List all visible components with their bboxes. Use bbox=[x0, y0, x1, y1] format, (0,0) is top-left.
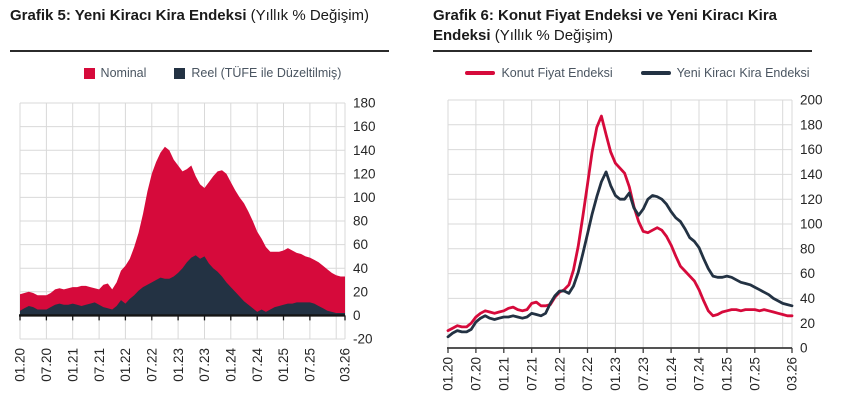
svg-text:01.22: 01.22 bbox=[552, 357, 567, 391]
chart-panel-grafik6: Grafik 6: Konut Fiyat Endeksi ve Yeni Ki… bbox=[425, 0, 850, 411]
chart-panel-grafik5: Grafik 5: Yeni Kiracı Kira Endeksi (Yıll… bbox=[0, 6, 425, 382]
konut-fiyat-legend-line-icon bbox=[465, 71, 496, 75]
svg-text:01.24: 01.24 bbox=[224, 348, 239, 382]
svg-text:07.23: 07.23 bbox=[197, 348, 212, 382]
legend-grafik6: Konut Fiyat Endeksi Yeni Kiracı Kira End… bbox=[425, 64, 850, 82]
legend-label-reel: Reel (TÜFE ile Düzeltilmiş) bbox=[191, 66, 342, 80]
svg-text:160: 160 bbox=[800, 142, 823, 157]
svg-text:01.24: 01.24 bbox=[664, 357, 679, 391]
svg-text:80: 80 bbox=[800, 241, 815, 256]
svg-text:01.25: 01.25 bbox=[276, 348, 291, 382]
legend-item-nominal: Nominal bbox=[83, 66, 147, 80]
svg-text:01.21: 01.21 bbox=[65, 348, 80, 382]
svg-text:100: 100 bbox=[353, 190, 376, 205]
svg-text:60: 60 bbox=[800, 266, 815, 281]
svg-text:140: 140 bbox=[353, 143, 376, 158]
svg-text:180: 180 bbox=[353, 96, 376, 111]
legend-item-konut-fiyat: Konut Fiyat Endeksi bbox=[465, 66, 613, 80]
svg-text:60: 60 bbox=[353, 237, 368, 252]
svg-text:07.23: 07.23 bbox=[636, 357, 651, 391]
svg-text:07.21: 07.21 bbox=[524, 357, 539, 391]
chart-title-bold: Grafik 6: Konut Fiyat Endeksi ve Yeni Ki… bbox=[433, 7, 778, 44]
legend-item-reel: Reel (TÜFE ile Düzeltilmiş) bbox=[174, 66, 341, 80]
chart-title-grafik5: Grafik 5: Yeni Kiracı Kira Endeksi (Yıll… bbox=[10, 6, 389, 52]
svg-text:07.21: 07.21 bbox=[92, 348, 107, 382]
svg-text:120: 120 bbox=[353, 166, 376, 181]
svg-text:120: 120 bbox=[800, 192, 823, 207]
svg-text:01.20: 01.20 bbox=[441, 357, 456, 391]
chart-title-subtitle: (Yıllık % Değişim) bbox=[490, 26, 614, 44]
svg-text:07.24: 07.24 bbox=[692, 357, 707, 391]
reel-legend-swatch-icon bbox=[174, 67, 186, 79]
svg-text:200: 200 bbox=[800, 93, 823, 108]
yeni-kiraci-kira-endeksi-area-chart: 180 160 140 120 100 80 60 40 20 0 -20 01.20 07.20 01.… bbox=[13, 96, 376, 382]
svg-text:140: 140 bbox=[800, 167, 823, 182]
svg-text:01.23: 01.23 bbox=[608, 357, 623, 391]
svg-text:03.26: 03.26 bbox=[785, 357, 800, 391]
svg-text:07.20: 07.20 bbox=[39, 348, 54, 382]
svg-text:07.24: 07.24 bbox=[250, 348, 265, 382]
svg-text:01.21: 01.21 bbox=[497, 357, 512, 391]
svg-text:07.22: 07.22 bbox=[580, 357, 595, 391]
svg-text:180: 180 bbox=[800, 117, 823, 132]
svg-text:01.20: 01.20 bbox=[13, 348, 28, 382]
svg-text:03.26: 03.26 bbox=[338, 348, 353, 382]
legend-label-yeni-kiraci: Yeni Kiracı Kira Endeksi bbox=[676, 66, 810, 80]
legend-label-nominal: Nominal bbox=[100, 66, 147, 80]
svg-text:01.23: 01.23 bbox=[171, 348, 186, 382]
svg-text:01.25: 01.25 bbox=[720, 357, 735, 391]
svg-text:80: 80 bbox=[353, 214, 368, 229]
svg-text:07.20: 07.20 bbox=[469, 357, 484, 391]
svg-text:07.22: 07.22 bbox=[145, 348, 160, 382]
legend-item-yeni-kiraci: Yeni Kiracı Kira Endeksi bbox=[640, 66, 810, 80]
svg-text:20: 20 bbox=[800, 316, 815, 331]
svg-text:07.25: 07.25 bbox=[303, 348, 318, 382]
svg-text:160: 160 bbox=[353, 119, 376, 134]
chart-title-subtitle: (Yıllık % Değişim) bbox=[246, 7, 370, 24]
chart-title-bold: Grafik 5: Yeni Kiracı Kira Endeksi bbox=[10, 7, 247, 24]
legend-grafik5: Nominal Reel (TÜFE ile Düzeltilmiş) bbox=[0, 64, 425, 82]
svg-text:40: 40 bbox=[800, 291, 815, 306]
svg-text:0: 0 bbox=[800, 341, 808, 356]
chart-title-grafik6: Grafik 6: Konut Fiyat Endeksi ve Yeni Ki… bbox=[433, 6, 812, 52]
svg-text:-20: -20 bbox=[353, 332, 373, 347]
svg-text:100: 100 bbox=[800, 217, 823, 232]
yeni-kiraci-legend-line-icon bbox=[640, 71, 671, 75]
legend-label-konut-fiyat: Konut Fiyat Endeksi bbox=[501, 66, 613, 80]
svg-text:0: 0 bbox=[353, 308, 361, 323]
svg-text:01.22: 01.22 bbox=[118, 348, 133, 382]
svg-text:20: 20 bbox=[353, 284, 368, 299]
svg-text:07.25: 07.25 bbox=[748, 357, 763, 391]
nominal-legend-swatch-icon bbox=[83, 67, 95, 79]
svg-text:40: 40 bbox=[353, 261, 368, 276]
